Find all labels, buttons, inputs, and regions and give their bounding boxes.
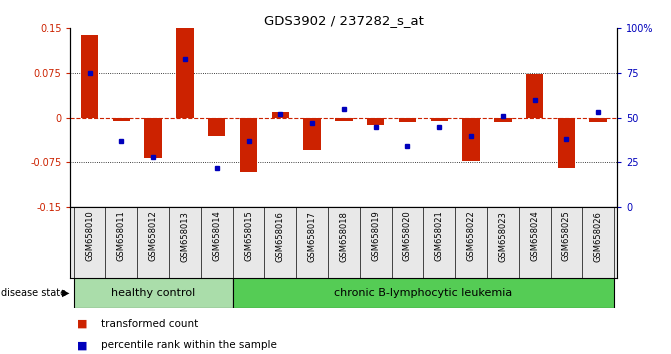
Title: GDS3902 / 237282_s_at: GDS3902 / 237282_s_at [264, 14, 424, 27]
Text: GSM658018: GSM658018 [340, 211, 348, 262]
Bar [303, 118, 321, 150]
Text: GSM658019: GSM658019 [371, 211, 380, 261]
Text: ■: ■ [77, 319, 88, 329]
Text: GSM658020: GSM658020 [403, 211, 412, 261]
Text: GSM658015: GSM658015 [244, 211, 253, 261]
Text: transformed count: transformed count [101, 319, 198, 329]
Text: disease state: disease state [1, 288, 66, 298]
Text: GSM658024: GSM658024 [530, 211, 539, 261]
Bar [233, 278, 614, 308]
Text: GSM658010: GSM658010 [85, 211, 94, 261]
Bar [81, 35, 98, 118]
Bar [335, 118, 353, 121]
Text: chronic B-lymphocytic leukemia: chronic B-lymphocytic leukemia [334, 288, 513, 298]
Bar [272, 112, 289, 118]
Bar [113, 118, 130, 121]
Bar [208, 118, 225, 136]
Bar [144, 118, 162, 158]
Text: GSM658014: GSM658014 [212, 211, 221, 261]
Bar [590, 118, 607, 122]
Bar [431, 118, 448, 121]
Text: GSM658016: GSM658016 [276, 211, 285, 262]
Bar [74, 278, 233, 308]
Text: GSM658023: GSM658023 [499, 211, 507, 262]
Text: GSM658022: GSM658022 [466, 211, 476, 261]
Bar [367, 118, 384, 125]
Text: GSM658012: GSM658012 [148, 211, 158, 261]
Text: GSM658025: GSM658025 [562, 211, 571, 261]
Text: percentile rank within the sample: percentile rank within the sample [101, 340, 276, 350]
Text: ▶: ▶ [62, 288, 69, 298]
Text: GSM658026: GSM658026 [594, 211, 603, 262]
Text: healthy control: healthy control [111, 288, 195, 298]
Bar [526, 74, 544, 118]
Bar [558, 118, 575, 169]
Text: GSM658013: GSM658013 [180, 211, 189, 262]
Text: ■: ■ [77, 340, 88, 350]
Bar [399, 118, 416, 122]
Bar [176, 27, 194, 118]
Text: GSM658021: GSM658021 [435, 211, 444, 261]
Bar [240, 118, 257, 172]
Bar [462, 118, 480, 161]
Text: GSM658011: GSM658011 [117, 211, 126, 261]
Text: GSM658017: GSM658017 [307, 211, 317, 262]
Bar [494, 118, 511, 122]
